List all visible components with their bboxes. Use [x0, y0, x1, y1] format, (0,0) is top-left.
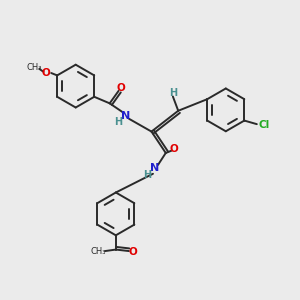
Text: O: O: [117, 83, 125, 93]
Text: H: H: [143, 170, 151, 180]
Text: H: H: [115, 117, 123, 128]
Text: O: O: [129, 247, 138, 257]
Text: O: O: [41, 68, 50, 78]
Text: CH₃: CH₃: [91, 247, 106, 256]
Text: O: O: [170, 144, 178, 154]
Text: H: H: [169, 88, 177, 98]
Text: N: N: [122, 111, 131, 121]
Text: CH₃: CH₃: [27, 63, 42, 72]
Text: N: N: [150, 164, 159, 173]
Text: Cl: Cl: [258, 120, 269, 130]
